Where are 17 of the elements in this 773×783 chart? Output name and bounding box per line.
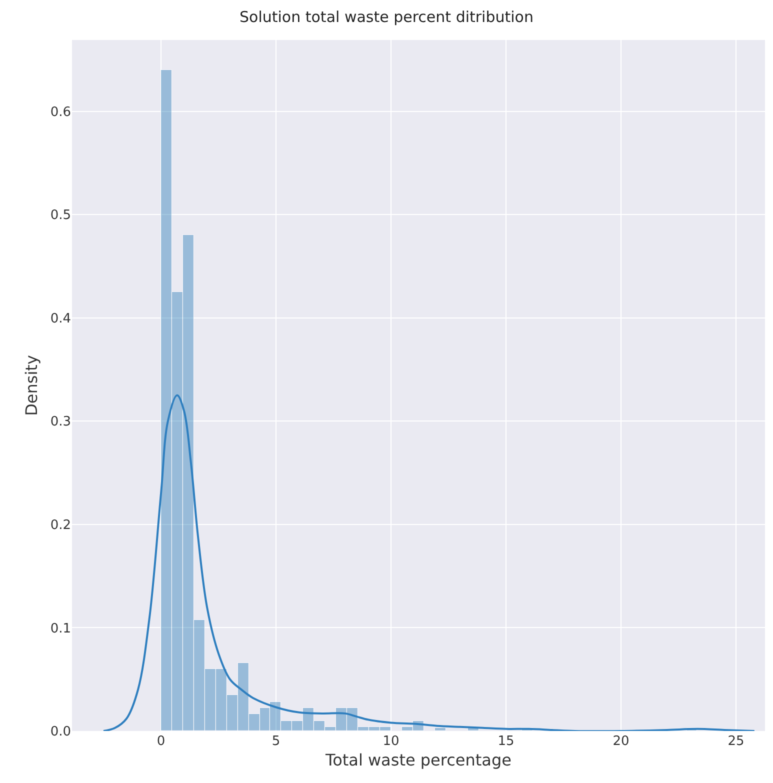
chart-title: Solution total waste percent ditribution	[240, 8, 534, 26]
x-tick-label: 20	[612, 734, 630, 749]
y-tick-label: 0.1	[50, 621, 71, 636]
x-tick-label: 10	[382, 734, 400, 749]
y-tick-label: 0.5	[50, 208, 71, 224]
x-tick-label: 5	[272, 734, 280, 749]
y-tick-label: 0.4	[50, 311, 71, 326]
line-series	[102, 394, 756, 731]
x-tick-label: 25	[728, 734, 744, 749]
x-tick-label: 15	[498, 734, 514, 749]
y-tick-label: 0.2	[50, 518, 71, 533]
y-tick-label: 0.3	[50, 414, 71, 430]
x-tick-label: 0	[156, 734, 166, 749]
y-axis-title: Density	[22, 355, 42, 416]
y-tick-label: 0.0	[50, 724, 71, 740]
y-tick-label: 0.6	[50, 104, 71, 120]
x-axis-title: Total waste percentage	[324, 750, 512, 770]
